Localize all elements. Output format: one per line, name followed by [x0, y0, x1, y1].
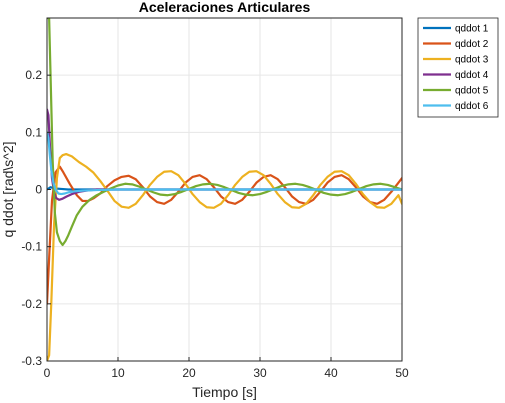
- series-line-6: [47, 131, 402, 196]
- x-tick-label: 30: [253, 366, 267, 380]
- legend-label-4: qddot 4: [455, 70, 489, 81]
- x-tick-label: 20: [182, 366, 196, 380]
- legend-label-3: qddot 3: [455, 55, 489, 66]
- series-line-3: [47, 152, 402, 361]
- legend-box: [417, 17, 499, 118]
- x-tick-label: 40: [324, 366, 338, 380]
- x-tick-label: 10: [111, 366, 125, 380]
- y-axis-title: q ddot [rad\s^2]: [0, 141, 16, 237]
- y-tick-label: -0.2: [21, 297, 42, 311]
- series-line-5: [47, 18, 402, 247]
- y-tick-label: -0.1: [21, 240, 42, 254]
- legend: qddot 1 qddot 2 qddot 3 qddot 4 qddot 5 qddot…: [417, 17, 499, 118]
- legend-label-1: qddot 1: [455, 24, 489, 35]
- y-tick-label: 0.2: [25, 68, 42, 82]
- x-axis-title: Tiempo [s]: [192, 384, 257, 400]
- y-tick-label: 0: [35, 183, 42, 197]
- legend-label-5: qddot 5: [455, 86, 489, 97]
- legend-label-2: qddot 2: [455, 39, 489, 50]
- y-tick-label: -0.3: [21, 354, 42, 368]
- x-tick-label: 0: [44, 366, 51, 380]
- legend-label-6: qddot 6: [455, 101, 489, 112]
- chart-title: Aceleraciones Articulares: [139, 0, 311, 15]
- x-tick-label: 50: [395, 366, 409, 380]
- y-tick-label: 0.1: [25, 125, 42, 139]
